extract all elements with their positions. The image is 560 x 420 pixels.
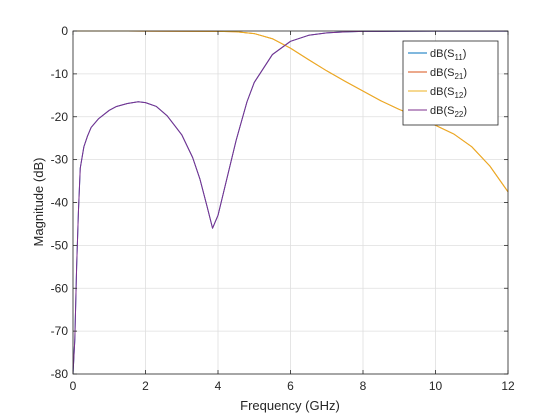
legend-entry-22: dB(S22) bbox=[430, 105, 467, 119]
y-tick-label: -20 bbox=[51, 110, 69, 124]
y-tick-label: -30 bbox=[51, 153, 69, 167]
y-tick-label: -50 bbox=[51, 238, 69, 252]
x-tick-label: 6 bbox=[287, 379, 294, 393]
legend-entry-12: dB(S12) bbox=[430, 86, 467, 100]
y-tick-label: -70 bbox=[51, 324, 69, 338]
legend-entry-21: dB(S21) bbox=[430, 67, 467, 81]
x-tick-label: 8 bbox=[360, 379, 367, 393]
x-tick-label: 2 bbox=[142, 379, 149, 393]
axis-ticks: 0 2 4 6 8 10 12 0 -10 -20 -30 -40 -50 -60 -70 -80 bbox=[51, 24, 515, 393]
x-tick-label: 0 bbox=[70, 379, 77, 393]
y-tick-label: -40 bbox=[51, 196, 69, 210]
series-line-22 bbox=[72, 30, 508, 375]
y-tick-label: -60 bbox=[51, 281, 69, 295]
y-axis-label: Magnitude (dB) bbox=[31, 158, 46, 247]
legend: dB(S11) dB(S21) dB(S12) dB(S22) bbox=[402, 40, 499, 126]
x-axis-label: Frequency (GHz) bbox=[240, 398, 340, 413]
legend-entry-11: dB(S11) bbox=[430, 48, 466, 62]
x-tick-label: 10 bbox=[429, 379, 443, 393]
y-tick-label: 0 bbox=[61, 24, 68, 38]
x-tick-label: 4 bbox=[215, 379, 222, 393]
y-tick-label: -10 bbox=[51, 67, 69, 81]
legend-box bbox=[402, 40, 499, 126]
x-tick-label: 12 bbox=[501, 379, 515, 393]
y-tick-label: -80 bbox=[51, 367, 69, 381]
